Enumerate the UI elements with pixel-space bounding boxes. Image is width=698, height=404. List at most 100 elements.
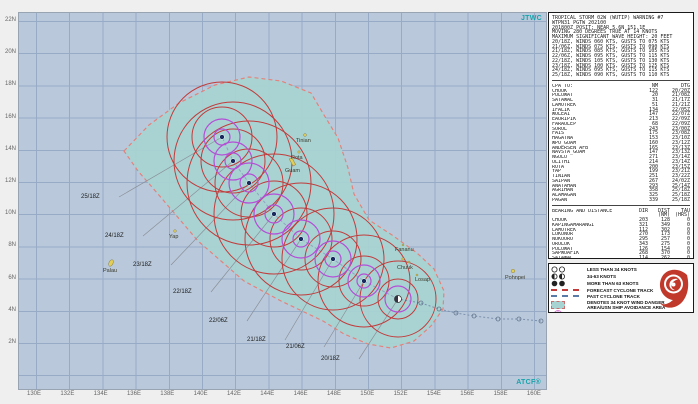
lat-tick-label: 6N [8, 274, 16, 281]
bearing-dir: 268 [638, 250, 648, 257]
bearing-table-header: BEARING AND DISTANCE DIR DIST TAU [552, 207, 690, 214]
jtwc-watermark: JTWC [520, 15, 542, 22]
separator [552, 205, 690, 206]
bearing-tau: 0 [686, 250, 690, 257]
cpa-dtg: 23/12Z [671, 139, 690, 146]
cpa-location: EAURIPIK [552, 117, 577, 122]
cpa-dtg: 23/10Z [671, 135, 690, 141]
bearing-dist: 370 [660, 250, 670, 257]
lon-tick-label: 130E [26, 391, 41, 397]
warning-line: 22/18Z, WINDS 105 KTS, GUSTS TO 130 KTS [552, 57, 670, 64]
cpa-location: YAP [552, 169, 562, 174]
lat-tick-label: 16N [4, 113, 16, 120]
cpa-location: CHUUK [552, 88, 568, 94]
legend-row: DENOTES 34 KNOT WIND DANGER AREA/USN SHI… [551, 300, 691, 310]
lat-tick-label: 4N [8, 306, 16, 313]
cpa-dtg: 23/14Z [671, 158, 690, 165]
lon-tick-label: 136E [126, 391, 141, 397]
cpa-dtg: 25/18Z [671, 196, 690, 203]
lat-tick-label: 10N [4, 210, 16, 217]
cpa-dtg: 23/00Z [671, 125, 690, 132]
legend-row: FORECAST CYCLONE TRACK [551, 287, 691, 293]
warning-line: 201800Z POSIT: NEAR 5.6N 151.1E [552, 24, 646, 31]
bearing-row: NUKUORO 295 257 0 [552, 237, 690, 242]
bearing-dir: 126 [638, 245, 648, 252]
island-markers [108, 133, 516, 277]
bearing-dist: 128 [660, 217, 670, 223]
cpa-nm: 213 [648, 116, 658, 122]
cpa-dtg: 25/18Z [671, 192, 690, 198]
track-label-20-18z: 20/18Z [321, 356, 340, 362]
cpa-col-nm: NM [651, 82, 658, 89]
cpa-nm: 31 [651, 97, 658, 103]
cpa-nm: 271 [648, 154, 658, 160]
bearing-location: KAPINGAMARANGI [552, 222, 595, 228]
lat-tick-label: 14N [4, 145, 16, 152]
bearing-location: LAMOTREK [552, 227, 577, 233]
cpa-row: YAP 199 23/21Z [552, 169, 690, 174]
warning-line: 20/18Z, WINDS 060 KTS, GUSTS TO 075 KTS [552, 38, 670, 45]
map-graphics [108, 76, 544, 360]
cpa-location: SAIPAN [552, 178, 571, 184]
bearing-location: PULUWAT [552, 246, 574, 252]
cpa-dtg: 23/14Z [671, 154, 690, 160]
bearing-dir: 343 [638, 240, 648, 247]
bearing-dist: 262 [660, 255, 670, 259]
cpa-nm: 267 [648, 177, 658, 184]
separator [552, 80, 690, 82]
cpa-nm: 160 [648, 139, 658, 146]
bearing-location: SATAWAL [552, 256, 574, 259]
bearing-col-dist: DIST [657, 207, 670, 214]
island-label-losap: Losap [415, 277, 430, 283]
latitude-axis: 22N 20N 18N 16N 14N 12N 10N 8N 6N 4N 2N [0, 17, 16, 345]
cpa-nm: 214 [648, 158, 658, 165]
track-label-24-18z: 24/18Z [105, 233, 124, 239]
cpa-row: IFALIK 134 22/05Z [552, 107, 690, 113]
bearing-col-dir: DIR [638, 207, 648, 214]
cpa-nm: 251 [648, 173, 658, 179]
warning-header-lines: TROPICAL STORM 02W (WUTIP) WARNING #7 WTP… [552, 16, 690, 78]
cpa-row: LAMOTREK 51 21/21Z [552, 101, 690, 108]
cpa-dtg: 21/21Z [671, 101, 690, 108]
bearing-row: PULUWAT 126 154 0 [552, 245, 690, 252]
cpa-row: ANATAHAN 293 25/14Z [552, 182, 690, 189]
cpa-nm: 325 [648, 192, 658, 198]
legend-row: LESS THAN 34 KNOTS [551, 266, 691, 273]
warning-line: 21/18Z, WINDS 085 KTS, GUSTS TO 105 KTS [552, 48, 670, 55]
legend-row: 34-63 KNOTS [551, 273, 691, 280]
bearing-tau: 0 [686, 226, 690, 233]
cpa-row: FARAULEP 68 22/09Z [552, 121, 690, 127]
warning-text-panel: TROPICAL STORM 02W (WUTIP) WARNING #7 WTP… [548, 12, 694, 313]
cpa-row: WOLEAI 147 22/07Z [552, 112, 690, 117]
cpa-row: PAGAN 339 25/18Z [552, 196, 690, 203]
wind-radii-34kt [166, 81, 437, 338]
lat-tick-label: 12N [4, 177, 16, 184]
warning-line: 24/18Z, WINDS 095 KTS, GUSTS TO 115 KTS [552, 67, 670, 74]
lon-tick-label: 156E [460, 391, 475, 397]
cpa-nm: 293 [648, 182, 658, 189]
cpa-row: FAIS 175 23/08Z [552, 131, 690, 136]
intensity-34-63-icon [551, 273, 587, 280]
island-label-tinian: Tinian [296, 138, 311, 144]
cpa-dtg: 23/13Z [671, 144, 690, 151]
bearing-tau: 0 [686, 221, 690, 228]
cpa-dtg: 23/15Z [671, 163, 690, 170]
bearing-table-units: (NM) (HRS) [552, 213, 690, 218]
forecast-map: JTWC ATCF® 25/18Z 24/18Z 23/18Z 22/18Z 2… [18, 12, 547, 390]
lon-tick-label: 132E [60, 391, 75, 397]
cpa-location: SATAWAL [552, 98, 574, 103]
cpa-nm: 175 [648, 130, 658, 137]
past-cyclone-track [397, 298, 542, 322]
cpa-nm: 199 [648, 168, 658, 175]
lat-tick-label: 2N [8, 338, 16, 345]
warning-line: 22/06Z, WINDS 095 KTS, GUSTS TO 115 KTS [552, 53, 670, 59]
legend-row: PAST CYCLONE TRACK [551, 293, 691, 299]
island-label-pohnpei: Pohnpei [505, 275, 526, 281]
cpa-nm: 147 [648, 149, 658, 156]
cpa-row: EAURIPIK 213 22/09Z [552, 117, 690, 122]
warning-line: MAXIMUM SIGNIFICANT WAVE HEIGHT: 20 FEET [552, 34, 673, 40]
bearing-dir: 270 [638, 231, 648, 238]
intensity-gt63-icon [551, 280, 587, 287]
cpa-location: ULITHI [552, 159, 571, 165]
